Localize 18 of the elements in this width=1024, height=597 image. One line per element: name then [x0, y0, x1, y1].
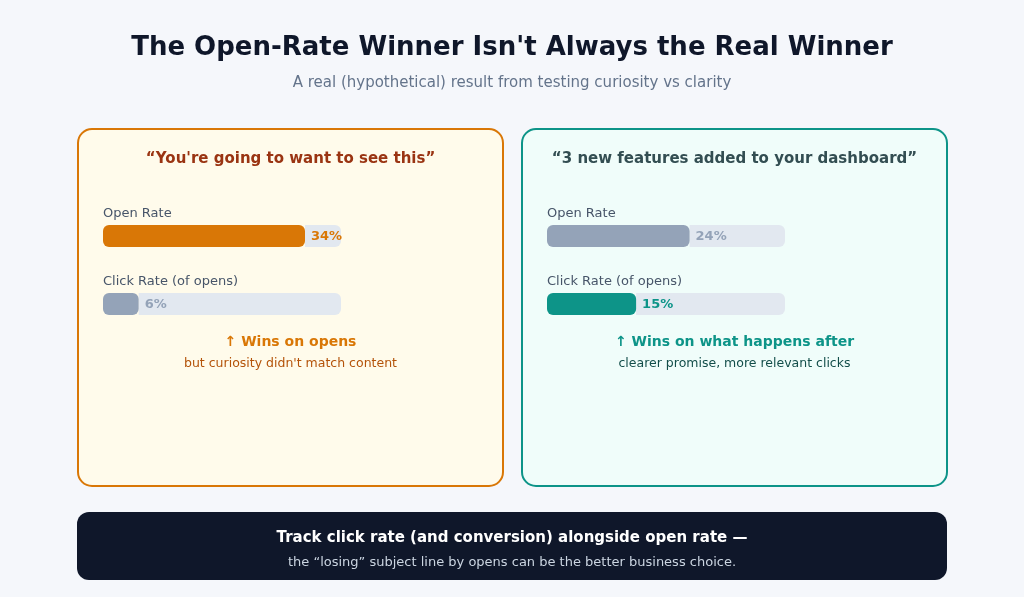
data-label: 15% [642, 296, 674, 311]
text: ↑ Wins on opens [224, 333, 357, 349]
text: the “losing” subject line by opens can be the better business choice. [287, 554, 737, 569]
y-tick-label: Click Rate (of opens) [103, 273, 239, 288]
y-tick-label: Open Rate [547, 205, 616, 220]
y-tick-label: Click Rate (of opens) [547, 273, 683, 288]
text: Track click rate (and conversion) alongside open rate — [276, 528, 748, 546]
text: but curiosity didn't match content [184, 355, 398, 370]
data-label: 24% [695, 228, 727, 243]
text: ↑ Wins on what happens after [614, 333, 855, 349]
text: The Open-Rate Winner Isn't Always the Real Winner [131, 31, 893, 61]
chart-title: “You're going to want to see this” [145, 149, 436, 167]
text: clearer promise, more relevant clicks [618, 355, 851, 370]
y-tick-label: Open Rate [103, 205, 172, 220]
data-label: 6% [144, 296, 167, 311]
text: A real (hypothetical) result from testing curiosity vs clarity [292, 73, 732, 91]
data-label: 34% [311, 228, 343, 243]
text: “3 new features added to your dashboard” [551, 149, 918, 167]
